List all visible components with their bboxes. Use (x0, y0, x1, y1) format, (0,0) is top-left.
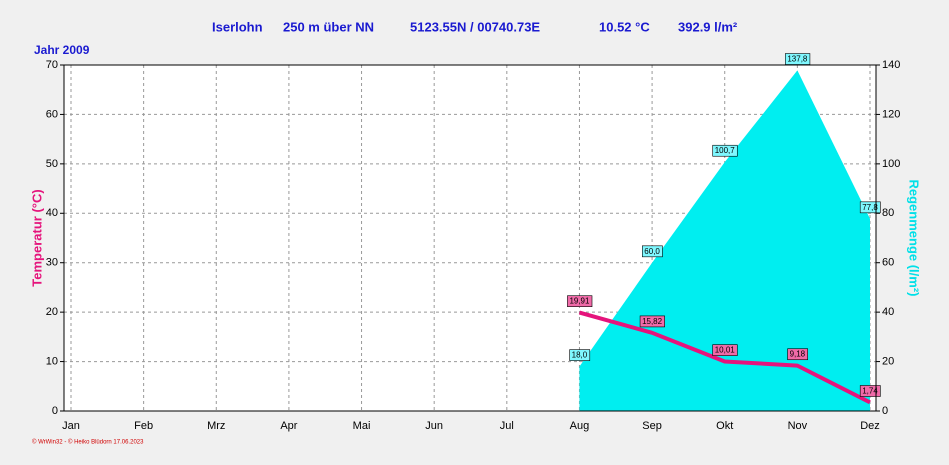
x-tick-label: Jan (62, 420, 80, 432)
value-label: 18,0 (572, 351, 588, 360)
footer: © WrWin32 - © Heiko Blüdorn 17.06.2023 (32, 439, 144, 446)
value-label: 137,8 (787, 55, 808, 64)
temperature-line (578, 310, 871, 405)
y2-tick-label: 140 (882, 59, 900, 71)
value-label-box (569, 349, 591, 361)
y-tick-label: 50 (46, 158, 58, 170)
value-label-box (639, 315, 665, 328)
y-tick-label: 40 (46, 207, 58, 219)
value-label: 1,74 (862, 387, 878, 396)
value-label: 100,7 (715, 146, 736, 155)
value-label: 77,8 (862, 203, 878, 212)
x-tick-label: Mrz (207, 420, 225, 432)
x-tick-label: Jul (500, 420, 514, 432)
x-tick-label: Aug (570, 420, 590, 432)
y2-tick-label: 100 (882, 158, 900, 170)
x-tick-label: Sep (642, 420, 662, 432)
y-tick-label: 10 (46, 355, 58, 367)
coordinates: 5123.55N / 00740.73E (410, 19, 540, 34)
value-label-box (712, 344, 738, 356)
y-axis-title: Temperatur (°C) (29, 189, 44, 286)
y2-tick-label: 120 (882, 108, 900, 120)
x-tick-label: Apr (280, 420, 297, 432)
y2-tick-label: 20 (882, 355, 894, 367)
x-tick-label: Okt (716, 420, 733, 432)
value-label-box (859, 201, 881, 214)
y-tick-label: 0 (52, 405, 58, 417)
value-label-box (859, 385, 881, 397)
y-tick-label: 70 (46, 59, 58, 71)
value-label-box (642, 245, 663, 258)
x-tick-label: Dez (860, 420, 880, 432)
altitude: 250 m über NN (283, 19, 374, 34)
y-tick-label: 60 (46, 108, 58, 120)
value-label: 15,82 (642, 317, 663, 326)
total-rain: 392.9 l/m² (678, 19, 738, 34)
plot-frame (63, 64, 877, 412)
value-label: 9,18 (790, 350, 806, 359)
value-label: 60,0 (644, 247, 660, 256)
value-label: 10,01 (715, 346, 736, 355)
y2-tick-label: 60 (882, 257, 894, 269)
x-tick-label: Feb (134, 420, 153, 432)
y2-tick-label: 40 (882, 306, 894, 318)
x-tick-label: Jun (425, 420, 443, 432)
y-tick-label: 30 (46, 257, 58, 269)
value-label: 19,91 (569, 297, 590, 306)
station-name: Iserlohn (212, 19, 263, 34)
value-label-box (787, 348, 808, 361)
value-label-box (712, 144, 738, 157)
y-tick-label: 20 (46, 306, 58, 318)
x-tick-label: Nov (788, 420, 808, 432)
mean-temperature: 10.52 °C (599, 19, 650, 34)
value-label-box (567, 295, 593, 307)
x-tick-label: Mai (353, 420, 371, 432)
y2-tick-label: 0 (882, 405, 888, 417)
y2-tick-label: 80 (882, 207, 894, 219)
year-label: Jahr 2009 (34, 43, 90, 57)
y2-axis-title: Regenmenge (l/m²) (907, 179, 922, 296)
